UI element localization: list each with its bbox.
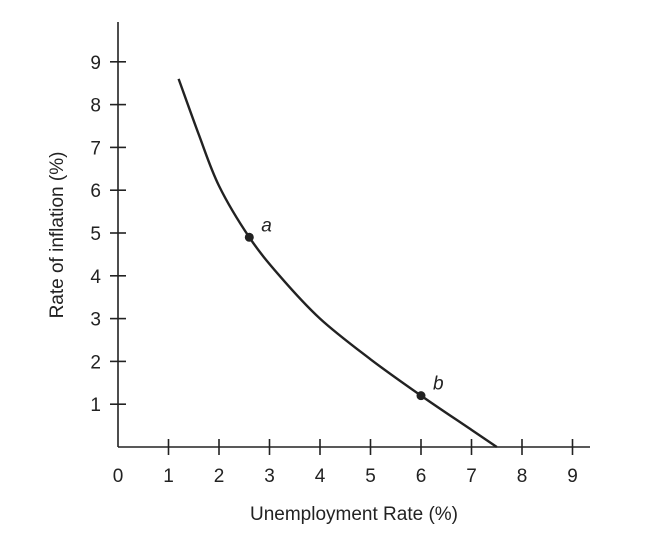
x-tick-label-2: 2 bbox=[214, 466, 225, 487]
point-label-a: a bbox=[261, 215, 272, 236]
axes bbox=[117, 22, 590, 448]
point-a bbox=[244, 232, 254, 242]
phillips-curve-line bbox=[177, 78, 498, 448]
y-tick-label-1: 1 bbox=[90, 395, 101, 416]
y-tick-label-4: 4 bbox=[90, 267, 101, 288]
x-tick-label-3: 3 bbox=[264, 466, 275, 487]
x-tick-label-7: 7 bbox=[466, 466, 477, 487]
y-tick-label-6: 6 bbox=[90, 181, 101, 202]
x-tick-label-4: 4 bbox=[315, 466, 326, 487]
x-tick-label-8: 8 bbox=[517, 466, 528, 487]
y-tick-label-9: 9 bbox=[90, 53, 101, 74]
tick-labels: 0 1 2 3 4 5 6 7 8 9 1 2 3 4 5 6 7 8 9 bbox=[90, 53, 577, 487]
y-tick-label-5: 5 bbox=[90, 224, 101, 245]
ticks bbox=[110, 60, 574, 455]
x-axis-title: Unemployment Rate (%) bbox=[250, 504, 458, 525]
point-label-b: b bbox=[433, 374, 444, 395]
y-tick-label-3: 3 bbox=[90, 310, 101, 331]
y-tick-label-8: 8 bbox=[90, 96, 101, 117]
x-tick-label-1: 1 bbox=[163, 466, 174, 487]
point-b bbox=[416, 391, 426, 401]
y-tick-label-7: 7 bbox=[90, 138, 101, 159]
x-tick-label-0: 0 bbox=[113, 466, 124, 487]
x-tick-label-9: 9 bbox=[567, 466, 578, 487]
x-tick-label-6: 6 bbox=[416, 466, 427, 487]
y-axis-title: Rate of inflation (%) bbox=[47, 152, 68, 319]
x-tick-label-5: 5 bbox=[365, 466, 376, 487]
points: ab bbox=[244, 215, 444, 401]
y-tick-label-2: 2 bbox=[90, 352, 101, 373]
